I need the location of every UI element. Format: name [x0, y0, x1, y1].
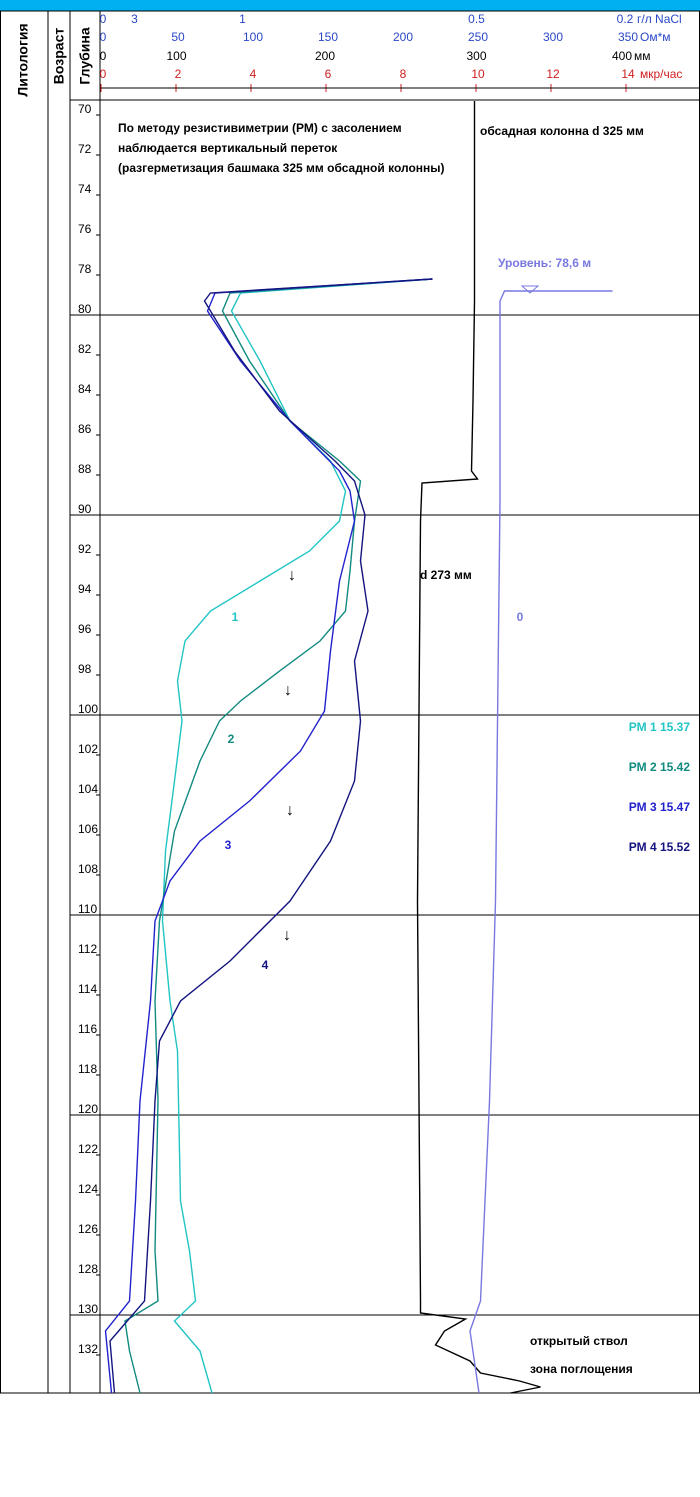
y-tick-label: 102: [78, 742, 98, 756]
scale-tick-label: 200: [315, 49, 335, 63]
y-tick-label: 74: [78, 182, 92, 196]
scale-tick-label: 100: [166, 49, 186, 63]
y-tick-label: 94: [78, 582, 92, 596]
annotation: d 273 мм: [420, 568, 472, 582]
y-tick-label: 88: [78, 462, 92, 476]
curve: [161, 278, 433, 1394]
scale-tick-label: 6: [325, 67, 332, 81]
top-band: [0, 0, 700, 11]
scale-tick-label: 0: [100, 12, 107, 26]
y-tick-label: 120: [78, 1102, 98, 1116]
annotation: Уровень: 78,6 м: [498, 256, 591, 270]
y-tick-label: 98: [78, 662, 92, 676]
y-tick-label: 100: [78, 702, 98, 716]
y-tick-label: 132: [78, 1342, 98, 1356]
y-tick-label: 118: [78, 1062, 97, 1076]
y-tick-label: 90: [78, 502, 92, 516]
scale-tick-label: 12: [546, 67, 560, 81]
arrow: ↓: [284, 682, 292, 699]
scale-tick-label: 300: [466, 49, 486, 63]
scale-tick-label: 0.5: [468, 12, 485, 26]
y-tick-label: 84: [78, 382, 92, 396]
scale-tick-label: 100: [243, 30, 263, 44]
y-tick-label: 86: [78, 422, 92, 436]
scale-tick-label: 0: [100, 67, 107, 81]
frame: [0, 10, 700, 1394]
legend-entry: РМ 1 15.37: [629, 720, 691, 734]
column-title: Глубина: [77, 27, 93, 84]
note: По методу резистивиметрии (РМ) с засолен…: [118, 121, 402, 135]
arrow: ↓: [283, 927, 291, 944]
y-tick-label: 130: [78, 1302, 98, 1316]
scale-tick-label: 350: [618, 30, 638, 44]
y-tick-label: 80: [78, 302, 92, 316]
scale-unit: г/л NaCl: [637, 12, 682, 26]
column-title: Возраст: [51, 28, 67, 85]
y-tick-label: 126: [78, 1222, 98, 1236]
scale-tick-label: 50: [171, 30, 185, 44]
curve: [104, 278, 433, 1394]
scale-unit: Ом*м: [640, 30, 671, 44]
scale-tick-label: 250: [468, 30, 488, 44]
y-tick-label: 124: [78, 1182, 98, 1196]
scale-tick-label: 300: [543, 30, 563, 44]
legend-entry: РМ 3 15.47: [629, 800, 691, 814]
annotation: зона поглощения: [530, 1362, 633, 1376]
y-tick-label: 106: [78, 822, 98, 836]
scale-tick-label: 3: [131, 12, 138, 26]
scale-tick-label: 400: [612, 49, 632, 63]
y-tick-label: 92: [78, 542, 92, 556]
arrow: ↓: [286, 802, 294, 819]
curve-label: 0: [517, 610, 524, 624]
curve: [416, 101, 541, 1394]
annotation: обсадная колонна d 325 мм: [480, 124, 644, 138]
curve-label: 4: [262, 958, 269, 972]
y-tick-label: 110: [78, 902, 97, 916]
y-tick-label: 96: [78, 622, 92, 636]
scale-tick-label: 2: [175, 67, 182, 81]
y-tick-label: 112: [78, 942, 97, 956]
y-tick-label: 114: [78, 982, 97, 996]
note: наблюдается вертикальный переток: [118, 141, 338, 155]
note: (разгерметизация башмака 325 мм обсадной…: [118, 161, 445, 175]
curve: [469, 290, 613, 1394]
y-tick-label: 82: [78, 342, 92, 356]
y-tick-label: 72: [78, 142, 92, 156]
scale-tick-label: 14: [621, 67, 635, 81]
y-tick-label: 108: [78, 862, 98, 876]
scale-tick-label: 150: [318, 30, 338, 44]
curve-label: 2: [228, 732, 235, 746]
scale-tick-label: 1: [239, 12, 246, 26]
y-tick-label: 104: [78, 782, 98, 796]
curve-label: 1: [232, 610, 239, 624]
level-marker: [520, 285, 540, 294]
curve: [124, 278, 433, 1394]
y-tick-label: 122: [78, 1142, 98, 1156]
arrow: ↓: [288, 567, 296, 584]
legend-entry: РМ 4 15.52: [629, 840, 691, 854]
scale-tick-label: 8: [400, 67, 407, 81]
y-tick-label: 128: [78, 1262, 98, 1276]
scale-tick-label: 0: [100, 30, 107, 44]
curve-label: 3: [225, 838, 232, 852]
scale-unit: мм: [634, 49, 651, 63]
curve: [109, 278, 433, 1394]
scale-tick-label: 10: [471, 67, 485, 81]
y-tick-label: 78: [78, 262, 92, 276]
annotation: открытый ствол: [530, 1334, 628, 1348]
y-tick-label: 116: [78, 1022, 97, 1036]
scale-tick-label: 4: [250, 67, 257, 81]
scale-unit: мкр/час: [640, 67, 682, 81]
legend-entry: РМ 2 15.42: [629, 760, 691, 774]
scale-tick-label: 0.2: [617, 12, 634, 26]
scale-tick-label: 200: [393, 30, 413, 44]
y-tick-label: 76: [78, 222, 92, 236]
y-tick-label: 70: [78, 102, 92, 116]
column-title: Литология: [15, 23, 31, 96]
scale-tick-label: 0: [100, 49, 107, 63]
